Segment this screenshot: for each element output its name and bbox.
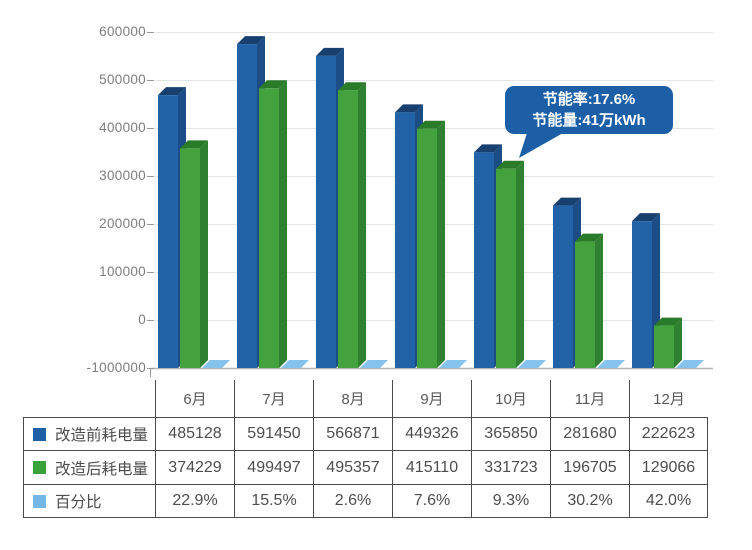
legend-swatch-icon bbox=[33, 494, 46, 508]
bar-after-8月-front bbox=[338, 90, 358, 368]
data-table: 6月 7月 8月 9月 10月 11月 12月改造前耗电量 485128 591450 56687… bbox=[23, 380, 708, 518]
bar-percent-6月 bbox=[202, 360, 230, 368]
bar-chart bbox=[147, 32, 713, 377]
month-header-cell: 9月 bbox=[392, 380, 471, 417]
month-header-cell: 8月 bbox=[313, 380, 392, 417]
bar-percent-10月 bbox=[518, 360, 546, 368]
bar-after-12月-front bbox=[654, 325, 674, 368]
bar-percent-11月 bbox=[597, 360, 625, 368]
value-cell: 281680 bbox=[550, 417, 629, 451]
bar-after-11月-side bbox=[595, 233, 603, 368]
value-cell: 9.3% bbox=[471, 485, 550, 518]
value-cell: 499497 bbox=[234, 451, 313, 485]
value-cell: 129066 bbox=[629, 451, 708, 485]
bar-percent-8月 bbox=[360, 360, 388, 368]
legend-swatch-icon bbox=[33, 427, 46, 441]
month-header-cell: 12月 bbox=[629, 380, 708, 417]
value-cell: 7.6% bbox=[392, 485, 471, 518]
callout-saving-amount: 节能量:41万kWh bbox=[532, 112, 646, 129]
bar-after-9月-front bbox=[417, 128, 437, 368]
bar-after-7月-side bbox=[279, 80, 287, 368]
legend-swatch-icon bbox=[33, 461, 46, 474]
table-corner-cell bbox=[23, 380, 155, 417]
bar-percent-12月 bbox=[676, 360, 704, 368]
bar-after-10月-side bbox=[516, 160, 524, 368]
bar-after-7月-front bbox=[259, 88, 279, 368]
bar-after-9月-side bbox=[437, 120, 445, 369]
bar-before-11月-front bbox=[553, 205, 573, 368]
callout-saving-rate: 节能率:17.6% bbox=[542, 91, 636, 108]
row-label-cell: 改造后耗电量 bbox=[23, 451, 155, 485]
month-header-cell: 10月 bbox=[471, 380, 550, 417]
value-cell: 485128 bbox=[155, 417, 234, 451]
bar-after-6月-side bbox=[200, 140, 208, 368]
value-cell: 331723 bbox=[471, 451, 550, 485]
row-label-text: 百分比 bbox=[55, 494, 102, 511]
row-label-cell: 百分比 bbox=[23, 485, 155, 518]
bar-before-8月-front bbox=[316, 55, 336, 369]
value-cell: 196705 bbox=[550, 451, 629, 485]
value-cell: 449326 bbox=[392, 417, 471, 451]
bar-before-7月-top bbox=[237, 36, 265, 45]
value-cell: 415110 bbox=[392, 451, 471, 485]
bar-before-10月-top bbox=[474, 144, 502, 153]
value-cell: 365850 bbox=[471, 417, 550, 451]
row-label-text: 改造前耗电量 bbox=[55, 427, 149, 444]
value-cell: 15.5% bbox=[234, 485, 313, 518]
bar-before-9月-front bbox=[395, 112, 415, 368]
month-header-cell: 11月 bbox=[550, 380, 629, 417]
bar-before-7月-front bbox=[237, 44, 257, 368]
bar-after-12月-top bbox=[654, 317, 682, 326]
savings-callout: 节能率:17.6% 节能量:41万kWh bbox=[505, 86, 673, 134]
bar-after-8月-side bbox=[358, 82, 366, 368]
value-cell: 22.9% bbox=[155, 485, 234, 518]
value-cell: 30.2% bbox=[550, 485, 629, 518]
value-cell: 566871 bbox=[313, 417, 392, 451]
bar-before-11月-top bbox=[553, 197, 581, 206]
bar-after-6月-top bbox=[180, 140, 208, 149]
bar-after-12月-side bbox=[674, 317, 682, 368]
value-cell: 42.0% bbox=[629, 485, 708, 518]
bar-after-6月-front bbox=[180, 148, 200, 368]
value-cell: 495357 bbox=[313, 451, 392, 485]
value-cell: 222623 bbox=[629, 417, 708, 451]
bar-before-10月-front bbox=[474, 152, 494, 368]
row-label-text: 改造后耗电量 bbox=[55, 460, 149, 478]
bar-after-8月-top bbox=[338, 82, 366, 91]
bar-before-6月-top bbox=[158, 87, 186, 96]
bar-percent-7月 bbox=[281, 360, 309, 368]
row-label-cell: 改造前耗电量 bbox=[23, 417, 155, 451]
bar-before-12月-top bbox=[632, 213, 660, 222]
bar-before-12月-front bbox=[632, 221, 652, 368]
bar-percent-9月 bbox=[439, 360, 467, 368]
month-header-cell: 6月 bbox=[155, 380, 234, 417]
callout-tail bbox=[519, 133, 563, 158]
bar-before-9月-top bbox=[395, 104, 423, 113]
bar-after-9月-top bbox=[417, 120, 445, 129]
value-cell: 591450 bbox=[234, 417, 313, 451]
bar-after-7月-top bbox=[259, 80, 287, 89]
bar-after-10月-front bbox=[496, 168, 516, 368]
bar-after-10月-top bbox=[496, 160, 524, 169]
bar-after-11月-top bbox=[575, 233, 603, 242]
bar-before-8月-top bbox=[316, 47, 344, 56]
value-cell: 374229 bbox=[155, 451, 234, 485]
value-cell: 2.6% bbox=[313, 485, 392, 518]
bar-before-6月-front bbox=[158, 95, 178, 369]
month-header-cell: 7月 bbox=[234, 380, 313, 417]
bar-after-11月-front bbox=[575, 241, 595, 368]
